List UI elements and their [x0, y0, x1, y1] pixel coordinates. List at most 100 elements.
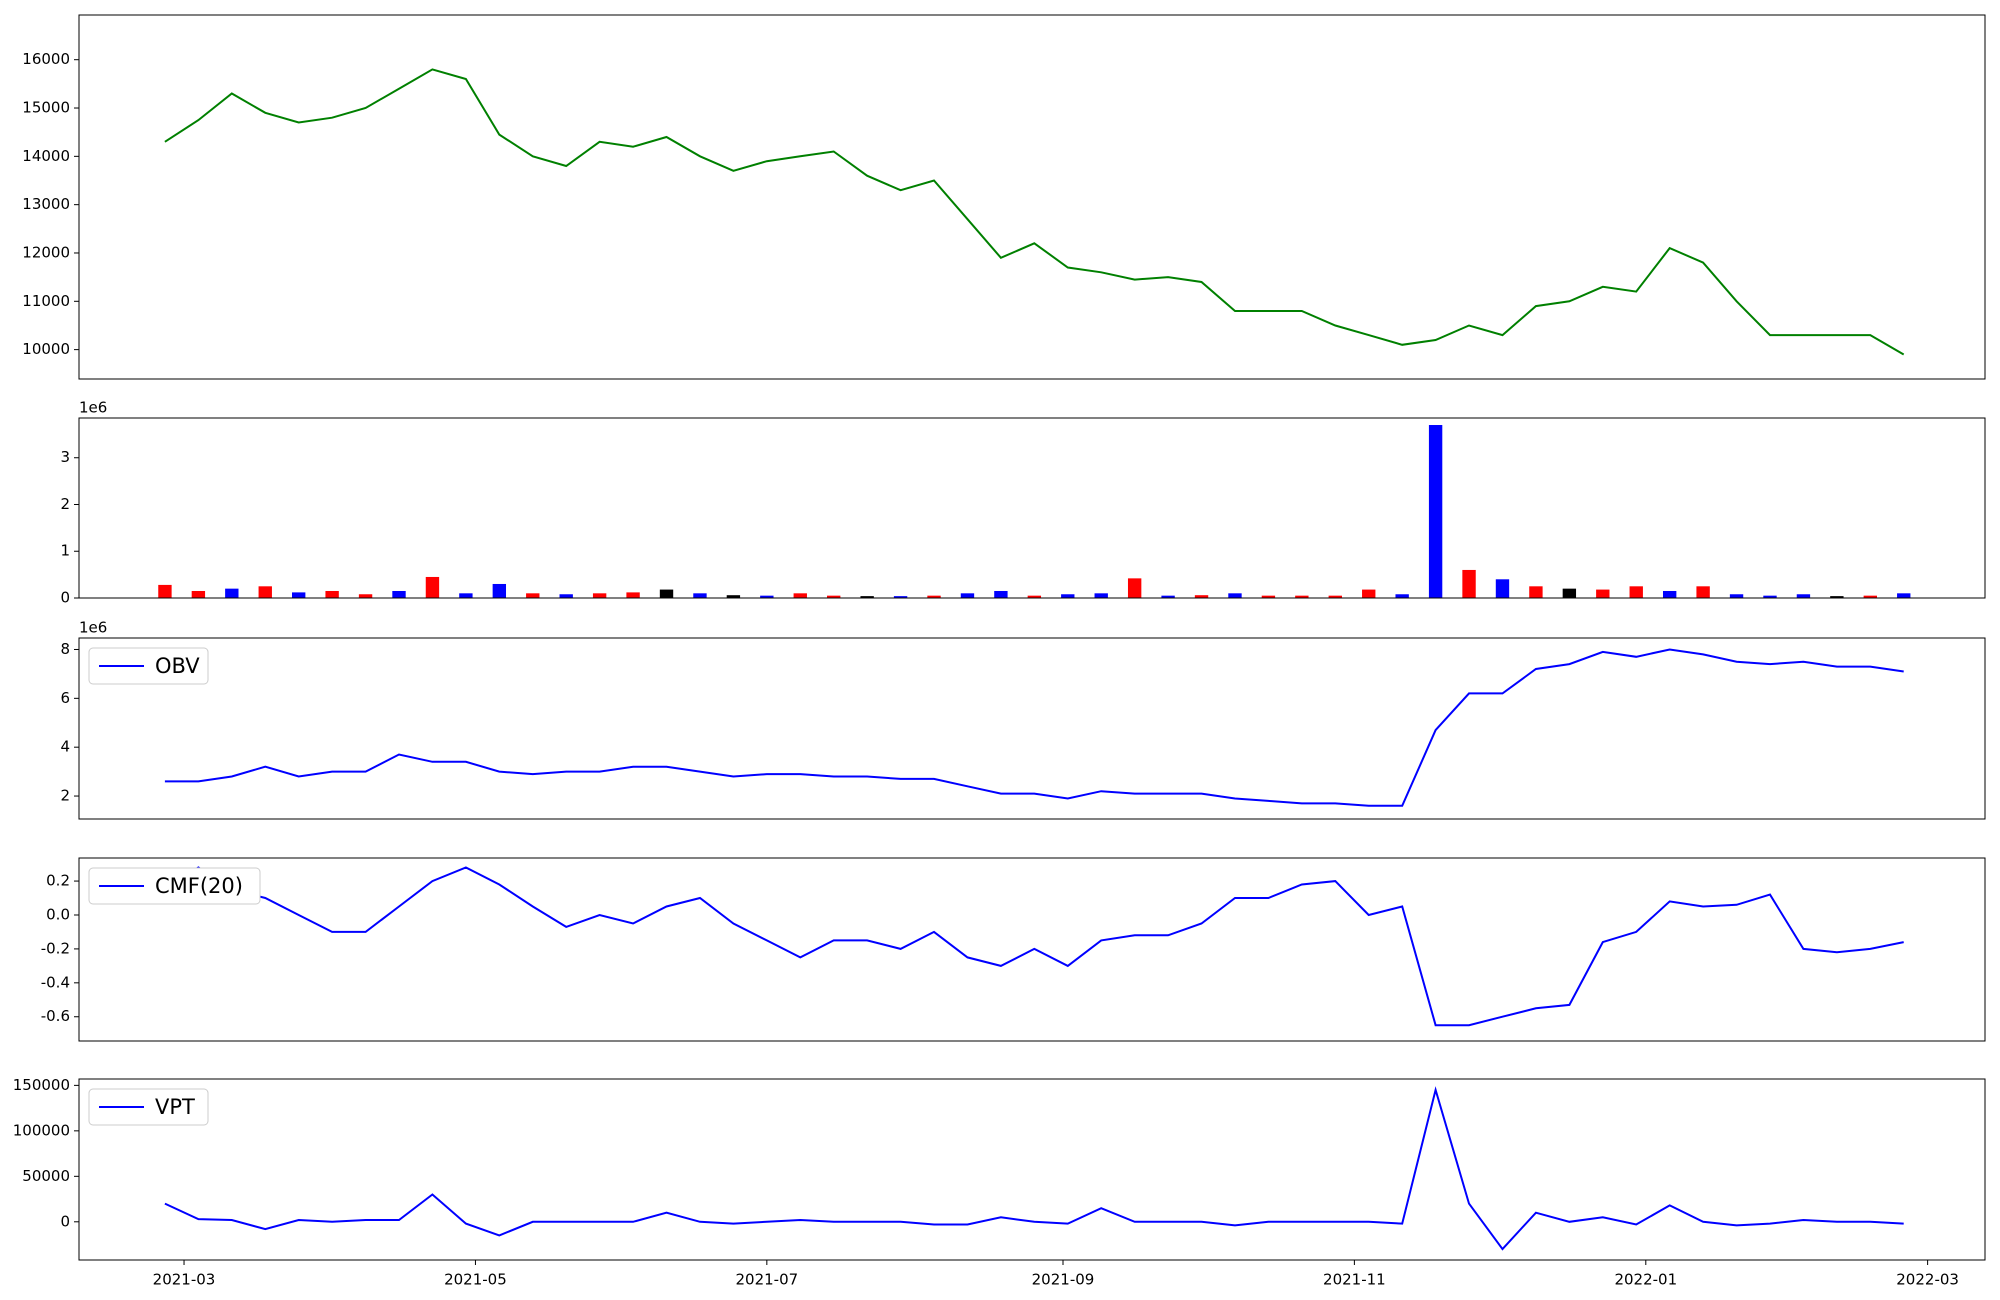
bar	[726, 595, 741, 598]
bar	[559, 594, 573, 598]
bar	[325, 590, 339, 598]
y-tick-label: 0.0	[46, 905, 70, 923]
y-tick-label: 2	[60, 495, 70, 513]
bar	[492, 583, 507, 598]
series-line	[164, 68, 1905, 356]
y-tick-label: 14000	[22, 147, 70, 165]
bar	[1228, 593, 1242, 598]
legend-box	[88, 867, 261, 905]
axis-offset-label: 1e6	[79, 399, 107, 417]
y-tick-label: 2	[60, 787, 70, 805]
bar	[1596, 589, 1610, 598]
bar	[1462, 569, 1476, 598]
bar	[827, 595, 841, 598]
bar	[1194, 595, 1209, 598]
x-tick-label: 2021-09	[1032, 1271, 1095, 1289]
y-tick-label: 0.2	[46, 872, 70, 890]
bar	[592, 593, 607, 598]
bar	[425, 576, 440, 598]
bar	[358, 594, 373, 598]
y-tick-label: 1	[60, 542, 70, 560]
bar	[1729, 594, 1744, 598]
y-tick-label: 16000	[22, 50, 70, 68]
bar	[1897, 593, 1911, 598]
bar	[1662, 590, 1677, 598]
x-tick-label: 2022-01	[1614, 1271, 1677, 1289]
bar	[1562, 588, 1577, 598]
bar	[1295, 595, 1309, 598]
y-tick-label: 50000	[22, 1167, 70, 1185]
y-tick-label: 150000	[13, 1076, 70, 1094]
bar	[626, 592, 640, 598]
y-tick-label: 3	[60, 448, 70, 466]
y-tick-label: 0	[60, 589, 70, 607]
bar	[1027, 595, 1042, 598]
bar	[526, 593, 540, 598]
bar	[1529, 586, 1543, 598]
y-tick-label: 6	[60, 689, 70, 707]
bar	[1863, 595, 1877, 598]
bar	[994, 590, 1008, 598]
y-tick-label: 12000	[22, 243, 70, 261]
bar	[1261, 595, 1276, 598]
bar	[927, 595, 941, 598]
bar	[960, 593, 975, 598]
y-tick-label: 10000	[22, 340, 70, 358]
bar	[1629, 586, 1643, 598]
bar	[1796, 594, 1811, 598]
series-line	[164, 648, 1904, 807]
bar	[1328, 595, 1342, 598]
plot-frame	[78, 637, 1986, 820]
y-tick-label: -0.2	[41, 939, 70, 957]
axis-offset-label: 1e6	[79, 619, 107, 637]
bar	[258, 586, 272, 598]
legend-label: OBV	[155, 654, 200, 678]
bar	[793, 593, 807, 598]
bar	[1495, 579, 1510, 598]
bar	[158, 584, 172, 598]
bar	[191, 590, 206, 598]
bar	[1830, 596, 1844, 598]
y-tick-label: -0.4	[41, 973, 70, 991]
x-tick-label: 2021-07	[735, 1271, 798, 1289]
series-line	[164, 866, 1904, 1027]
legend-box	[88, 1088, 209, 1126]
bar	[1395, 594, 1409, 598]
y-tick-label: 15000	[22, 99, 70, 117]
bar	[1362, 589, 1376, 598]
bar	[225, 588, 239, 598]
bar	[1428, 425, 1443, 598]
bar	[1094, 593, 1108, 598]
y-tick-label: 0	[60, 1212, 70, 1230]
bar	[860, 596, 874, 598]
y-tick-label: 100000	[13, 1121, 70, 1139]
bar	[760, 595, 774, 598]
plot-frame	[78, 1078, 1986, 1261]
x-tick-label: 2021-11	[1323, 1271, 1386, 1289]
y-tick-label: -0.6	[41, 1007, 70, 1025]
bar	[1696, 586, 1710, 598]
legend-box	[88, 647, 209, 685]
bar	[1763, 595, 1777, 598]
plot-frame	[78, 14, 1986, 380]
y-tick-label: 13000	[22, 195, 70, 213]
y-tick-label: 8	[60, 640, 70, 658]
series-line	[164, 1086, 1904, 1251]
bar	[1161, 595, 1175, 598]
bar	[659, 589, 674, 598]
legend-label: CMF(20)	[155, 874, 243, 898]
x-tick-label: 2021-05	[444, 1271, 507, 1289]
bar	[392, 590, 406, 598]
plot-frame	[78, 417, 1986, 599]
bar	[693, 593, 707, 598]
x-tick-label: 2022-03	[1896, 1271, 1959, 1289]
legend-label: VPT	[155, 1095, 195, 1119]
bar	[292, 592, 306, 598]
y-tick-label: 4	[60, 738, 70, 756]
plot-frame	[78, 857, 1986, 1042]
bar	[1127, 578, 1142, 598]
bar	[459, 593, 473, 598]
bar	[893, 596, 908, 598]
x-tick-label: 2021-03	[153, 1271, 216, 1289]
y-tick-label: 11000	[22, 292, 70, 310]
